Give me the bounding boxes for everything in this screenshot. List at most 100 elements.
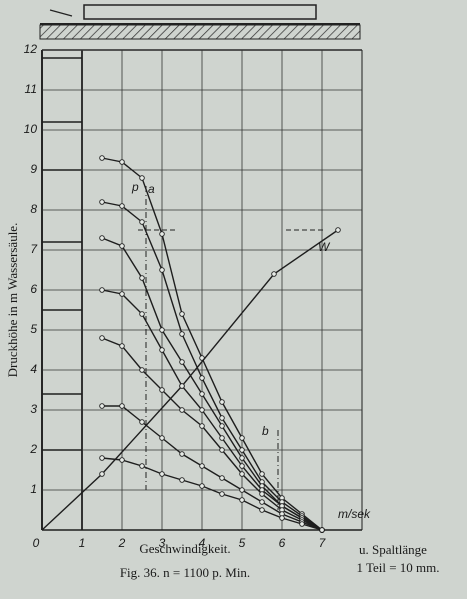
data-point — [219, 435, 225, 441]
data-point — [159, 471, 165, 477]
x-tick-label: 3 — [159, 536, 166, 550]
data-point — [99, 335, 105, 341]
y-tick-label: 12 — [24, 42, 38, 56]
data-point — [179, 359, 185, 365]
data-point — [219, 491, 225, 497]
data-point — [219, 415, 225, 421]
y-tick-label: 9 — [30, 162, 37, 176]
series-line — [101, 237, 323, 531]
data-point — [219, 423, 225, 429]
series-line — [102, 405, 323, 531]
y-tick-label: 10 — [24, 122, 38, 136]
data-point — [99, 235, 105, 241]
data-point — [119, 343, 125, 349]
data-point — [139, 419, 145, 425]
data-point — [99, 287, 105, 293]
data-point — [139, 463, 145, 469]
caption: Fig. 36. n = 1100 p. Min. — [120, 565, 250, 580]
data-point — [239, 435, 245, 441]
data-point — [99, 403, 105, 409]
y-tick-label: 3 — [30, 402, 37, 416]
data-point — [179, 477, 185, 483]
data-point — [259, 471, 265, 477]
y-tick-label: 6 — [30, 282, 37, 296]
data-point — [99, 155, 105, 161]
y-tick-label: 8 — [30, 202, 37, 216]
x-axis-label: Geschwindigkeit. — [139, 541, 230, 556]
data-point — [199, 483, 205, 489]
data-point — [219, 447, 225, 453]
x-tick-label: 1 — [79, 536, 86, 550]
y-tick-label: 11 — [25, 82, 37, 96]
data-point — [239, 487, 245, 493]
data-point — [139, 275, 145, 281]
series-line — [101, 289, 323, 531]
data-point — [259, 507, 265, 513]
data-point — [99, 471, 105, 477]
y-axis-label: Druckhöhe in m Wassersäule. — [5, 223, 20, 378]
data-point — [199, 463, 205, 469]
data-point — [319, 527, 325, 533]
data-point — [239, 447, 245, 453]
data-point — [335, 227, 341, 233]
data-point — [139, 175, 145, 181]
annotation: a — [148, 182, 155, 196]
data-point — [119, 457, 125, 463]
note: u. Spaltlänge — [359, 542, 427, 557]
data-point — [159, 347, 165, 353]
data-point — [99, 199, 105, 205]
note: 1 Teil = 10 mm. — [356, 560, 439, 575]
annotation: b — [262, 424, 269, 438]
y-tick-label: 7 — [30, 242, 38, 256]
annotation: p — [131, 180, 139, 194]
x-tick-label: 7 — [319, 536, 327, 550]
data-point — [179, 331, 185, 337]
data-point — [219, 475, 225, 481]
series-line — [101, 157, 323, 531]
x-tick-label: 4 — [199, 536, 206, 550]
x-tick-label: 5 — [239, 536, 246, 550]
data-point — [239, 471, 245, 477]
data-point — [199, 375, 205, 381]
series-line — [101, 201, 323, 531]
data-point — [119, 291, 125, 297]
data-point — [159, 387, 165, 393]
series-line — [41, 229, 339, 531]
data-point — [239, 455, 245, 461]
y-tick-label: 2 — [29, 442, 37, 456]
data-point — [139, 311, 145, 317]
series-line — [101, 337, 323, 531]
y-tick-label: 5 — [30, 322, 37, 336]
x-unit: m/sek — [338, 507, 371, 521]
y-tick-label: 1 — [30, 482, 37, 496]
data-point — [239, 497, 245, 503]
data-point — [99, 455, 105, 461]
data-point — [159, 435, 165, 441]
x-tick-label: 2 — [118, 536, 126, 550]
annotation: W — [318, 240, 331, 254]
data-point — [119, 403, 125, 409]
data-point — [179, 311, 185, 317]
data-point — [119, 203, 125, 209]
data-point — [259, 491, 265, 497]
data-point — [239, 463, 245, 469]
apparatus-sketch — [39, 4, 361, 40]
data-point — [279, 515, 285, 521]
data-point — [299, 521, 305, 527]
data-point — [159, 231, 165, 237]
x-tick-label: 6 — [279, 536, 286, 550]
data-point — [139, 367, 145, 373]
data-point — [179, 451, 185, 457]
data-point — [271, 271, 277, 277]
data-point — [179, 383, 185, 389]
data-point — [179, 407, 185, 413]
data-point — [119, 243, 125, 249]
data-point — [199, 407, 205, 413]
data-point — [259, 499, 265, 505]
data-point — [219, 399, 225, 405]
data-point — [119, 159, 125, 165]
data-point — [159, 327, 165, 333]
data-point — [159, 267, 165, 273]
series-line — [101, 457, 323, 531]
